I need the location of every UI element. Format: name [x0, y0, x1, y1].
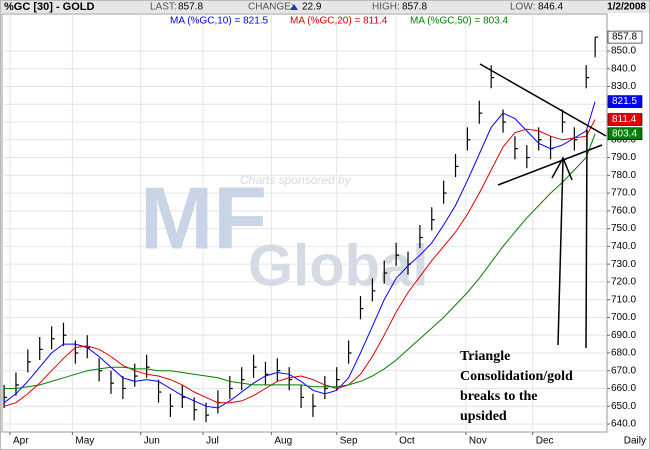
low-value: 846.4	[538, 2, 563, 13]
y-tick-label: 830.0	[611, 81, 636, 92]
annotation: upsided	[460, 409, 507, 424]
value-box-label: 803.4	[612, 128, 637, 139]
x-tick-label: Jul	[206, 436, 219, 447]
low-label: LOW:	[510, 2, 535, 13]
y-tick-label: 650.0	[611, 401, 636, 412]
y-tick-label: 750.0	[611, 223, 636, 234]
annotation: breaks to the	[460, 389, 538, 404]
annotation: Consolidation/gold	[460, 369, 573, 384]
arrow-head	[551, 156, 573, 181]
value-box	[607, 95, 643, 108]
sponsor-text: Charts sponsored by	[240, 173, 352, 187]
value-box	[607, 127, 643, 141]
x-tick-label: Dec	[536, 436, 554, 447]
y-tick-label: 660.0	[611, 383, 636, 394]
value-box	[607, 113, 643, 126]
x-tick-label: Sep	[340, 436, 358, 447]
x-tick-label: Nov	[469, 436, 487, 447]
plot-frame	[1, 13, 608, 433]
annotation: Triangle	[460, 349, 510, 364]
x-tick-label: Oct	[399, 436, 415, 447]
y-tick-label: 740.0	[611, 241, 636, 252]
value-box-label: 821.5	[612, 96, 637, 107]
legend-entry: MA (%GC,20) = 811.4	[290, 16, 388, 27]
logo-global: Global	[248, 233, 428, 298]
ma-line	[3, 119, 596, 407]
ma-line	[3, 101, 596, 409]
y-tick-label: 850.0	[611, 46, 636, 57]
y-tick-label: 780.0	[611, 170, 636, 181]
header-bar	[1, 1, 649, 13]
x-tick-label: Jun	[144, 436, 160, 447]
high-value: 857.8	[402, 2, 427, 13]
value-box-label: 811.4	[612, 114, 637, 125]
y-tick-label: 670.0	[611, 365, 636, 376]
value-box	[607, 30, 643, 44]
x-tick-label: Aug	[274, 436, 292, 447]
marks	[3, 36, 599, 423]
upper-trendline	[479, 63, 607, 137]
arrow-line	[585, 129, 588, 349]
grid	[2, 14, 607, 432]
x-tick-label: Apr	[13, 436, 29, 447]
change-up-arrow	[290, 4, 298, 10]
y-tick-label: 760.0	[611, 205, 636, 216]
y-tick-label: 840.0	[611, 63, 636, 74]
change-label: CHANGE:	[248, 2, 294, 13]
y-tick-label: 710.0	[611, 294, 636, 305]
y-tick-label: 790.0	[611, 152, 636, 163]
y-tick-label: 720.0	[611, 277, 636, 288]
y-tick-label: 770.0	[611, 188, 636, 199]
y-tick-label: 680.0	[611, 348, 636, 359]
arrow-line	[557, 159, 564, 346]
lower-trendline	[497, 144, 603, 186]
ma-line	[4, 133, 596, 389]
high-label: HIGH:	[372, 2, 400, 13]
symbol: %GC [30] - GOLD	[4, 1, 95, 13]
last-label: LAST:	[150, 2, 177, 13]
last-value: 857.8	[178, 2, 203, 13]
value-box-label: 857.8	[612, 32, 637, 43]
y-tick-label: 700.0	[611, 312, 636, 323]
y-tick-label: 690.0	[611, 330, 636, 341]
legend-entry: MA (%GC,50) = 803.4	[410, 16, 509, 27]
x-tick-label: May	[75, 436, 94, 447]
legend-entry: MA (%GC,10) = 821.5	[170, 16, 269, 27]
logo-mf: MF	[140, 168, 267, 267]
hand-drawn-lines	[479, 63, 607, 349]
date: 1/2/2008	[607, 2, 646, 13]
y-tick-label: 730.0	[611, 259, 636, 270]
y-tick-label: 640.0	[611, 419, 636, 430]
change-value: 22.9	[302, 2, 322, 13]
x-axis-label: Daily	[624, 436, 646, 447]
